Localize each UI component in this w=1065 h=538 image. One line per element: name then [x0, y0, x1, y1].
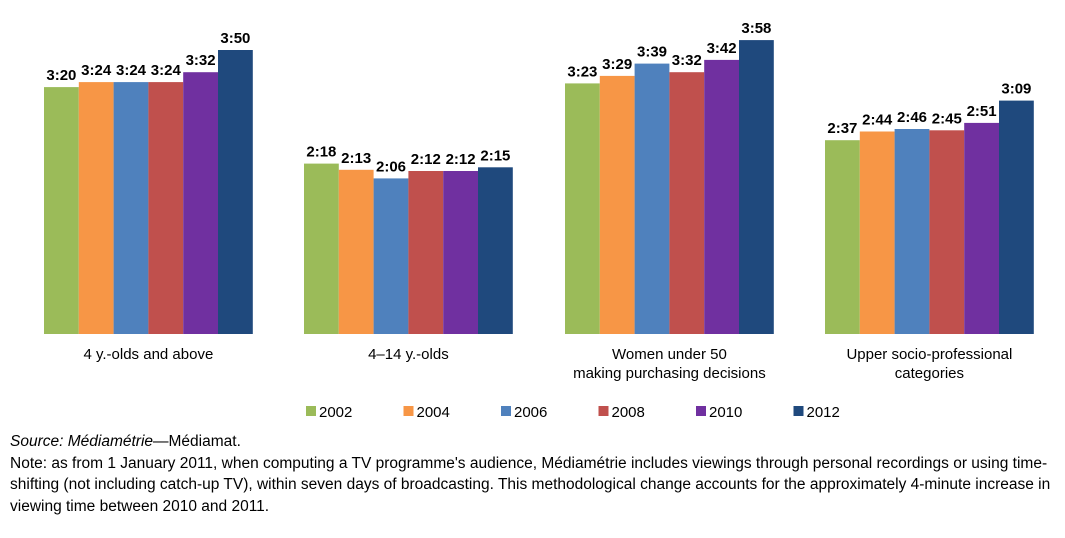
legend-swatch-2008: [598, 406, 609, 416]
notes: Source: Médiamétrie—Médiamat. Note: as f…: [10, 431, 1060, 517]
value-label-2004-group-4: 2:44: [862, 112, 893, 129]
value-label-2008-group-1: 3:24: [151, 62, 182, 79]
legend-swatch-2010: [696, 406, 706, 416]
bar-2002-group-4: [825, 140, 860, 334]
legend-label-2004: 2004: [417, 404, 450, 421]
bar-2012-group-2: [478, 167, 513, 334]
legend-label-2002: 2002: [319, 404, 352, 421]
value-label-2008-group-4: 2:45: [932, 110, 962, 127]
bar-2012-group-4: [999, 100, 1034, 334]
bar-2002-group-3: [565, 83, 600, 335]
bar-2002-group-2: [304, 163, 339, 334]
value-label-2002-group-4: 2:37: [827, 120, 857, 137]
value-label-2012-group-1: 3:50: [220, 30, 250, 47]
bar-2010-group-1: [183, 72, 218, 334]
bar-2012-group-1: [218, 50, 253, 334]
value-label-2006-group-3: 3:39: [637, 44, 667, 61]
value-labels-layer: 3:20 3:24 3:24 3:243:323:502:18 2:132:06 2:12…: [46, 20, 1031, 175]
bar-2004-group-3: [599, 75, 635, 335]
bar-2006-group-4: [894, 129, 930, 334]
bar-2006-group-1: [113, 82, 149, 334]
bar-2012-group-3: [739, 40, 774, 334]
value-label-2012-group-4: 3:09: [1001, 81, 1031, 98]
legend-swatch-2012: [793, 406, 804, 416]
value-label-2008-group-3: 3:32: [672, 52, 702, 69]
bars-layer: [44, 40, 1034, 335]
category-labels-layer: 4 y.-olds and above 4–14 y.-olds Women und…: [83, 346, 1012, 382]
legend-label-2012: 2012: [807, 404, 840, 421]
category-label-3-line-2: making purchasing decisions: [573, 365, 766, 382]
legend-swatch-2002: [306, 406, 316, 416]
value-label-2002-group-1: 3:20: [46, 67, 76, 84]
legend-swatch-2006: [501, 406, 511, 416]
bar-2004-group-2: [338, 169, 374, 334]
category-label-4-line-1: Upper socio-professional: [846, 346, 1012, 363]
legend-label-2010: 2010: [709, 404, 742, 421]
source-label: Source: Médiamétrie: [10, 433, 154, 450]
legend-swatch-2004: [403, 406, 414, 416]
methodology-note: Note: as from 1 January 2011, when compu…: [10, 454, 1051, 515]
bar-2006-group-2: [373, 178, 409, 334]
value-label-2006-group-4: 2:46: [897, 109, 927, 126]
source-line: Source: Médiamétrie—Médiamat.: [10, 431, 1060, 453]
value-label-2006-group-2: 2:06: [376, 158, 406, 175]
value-label-2004-group-3: 3:29: [602, 56, 632, 73]
bar-2008-group-3: [669, 72, 705, 334]
value-label-2002-group-2: 2:18: [306, 144, 336, 161]
value-label-2004-group-1: 3:24: [81, 62, 112, 79]
category-label-1: 4 y.-olds and above: [83, 346, 213, 363]
value-label-2006-group-1: 3:24: [116, 62, 147, 79]
bar-2004-group-4: [859, 131, 895, 334]
bar-2006-group-3: [634, 63, 670, 334]
bar-2010-group-2: [443, 171, 478, 334]
legend-label-2006: 2006: [514, 404, 547, 421]
value-label-2010-group-2: 2:12: [446, 151, 476, 168]
value-label-2008-group-2: 2:12: [411, 151, 441, 168]
category-label-3-line-1: Women under 50: [612, 346, 727, 363]
category-label-4-line-2: categories: [895, 365, 964, 382]
value-label-2004-group-2: 2:13: [341, 150, 371, 167]
category-label-2: 4–14 y.-olds: [368, 346, 449, 363]
value-label-2012-group-2: 2:15: [480, 147, 510, 164]
bar-2010-group-4: [964, 122, 999, 335]
bar-2010-group-3: [704, 59, 739, 335]
legend-label-2008: 2008: [612, 404, 645, 421]
bar-2008-group-2: [408, 171, 444, 334]
bar-2008-group-1: [148, 82, 184, 334]
bar-2004-group-1: [78, 82, 114, 334]
source-rest: —Médiamat.: [153, 433, 241, 450]
legend: 2002 2004 2006 2008 2010 2012: [306, 404, 840, 421]
bar-2002-group-1: [44, 87, 79, 334]
value-label-2010-group-4: 2:51: [967, 103, 997, 120]
bar-2008-group-4: [929, 130, 965, 334]
value-label-2010-group-3: 3:42: [707, 40, 737, 57]
value-label-2012-group-3: 3:58: [741, 20, 771, 37]
value-label-2002-group-3: 3:23: [567, 63, 597, 80]
bar-chart: 3:20 3:24 3:24 3:243:323:502:18 2:132:06 2:12…: [44, 20, 1034, 421]
value-label-2010-group-1: 3:32: [186, 52, 216, 69]
